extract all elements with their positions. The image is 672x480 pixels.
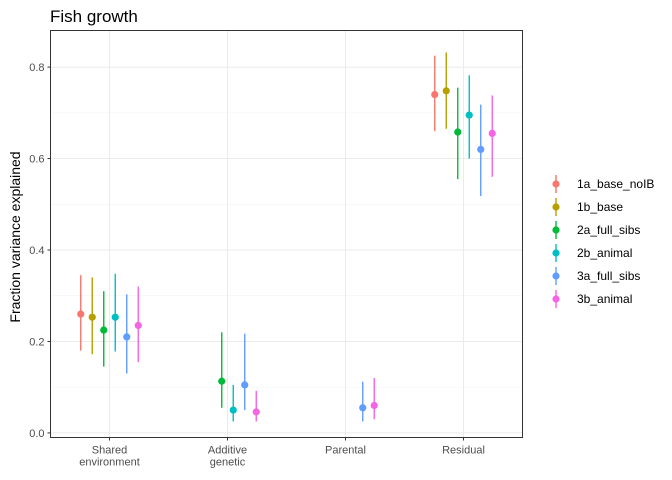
legend: 1a_base_noIB 1b_base 2a_full_sibs 2b_animal… [552,175,654,308]
data-point [123,333,131,341]
data-point [134,321,142,330]
data-point [370,401,378,410]
x-tick-label-line: environment [79,457,140,469]
legend-key-point [552,203,560,211]
x-tick-label-line: Additive [208,445,247,457]
legend-label: 2a_full_sibs [577,223,640,237]
legend-label: 3a_full_sibs [577,269,640,283]
y-tick-label: 0.2 [29,336,44,348]
legend-label: 2b_animal [577,246,632,260]
legend-label: 3b_animal [577,292,632,306]
legend-label: 1a_base_noIB [577,177,654,191]
x-tick-label-line: Parental [325,445,366,457]
x-tick-label-line: Residual [442,445,485,457]
x-tick-label: Additive genetic [208,445,247,469]
data-point [442,87,450,95]
axes: 0.0 0.2 0.4 0.6 0.8 Shared environment Additive… [29,62,485,468]
y-tick-label: 0.4 [29,245,44,257]
y-tick-label: 0.8 [29,62,44,74]
data-point [77,310,85,318]
data-layer [77,52,496,422]
x-tick-label: Shared environment [79,445,140,469]
y-axis-title: Fraction variance explained [7,151,23,322]
data-point [488,129,496,137]
data-point [229,406,237,414]
x-tick-label-line: Shared [92,445,127,457]
legend-label: 1b_base [577,200,623,214]
legend-key-point [552,180,560,188]
data-point [88,313,96,321]
legend-key-point [552,226,560,234]
legend-key-point [552,249,560,257]
chart-title: Fish growth [50,7,138,26]
legend-key-point [552,272,560,280]
x-tick-label: Residual [442,445,485,457]
data-point [465,111,473,119]
x-tick-label: Parental [325,445,366,457]
y-tick-label: 0.0 [29,428,44,440]
grid [50,30,523,438]
y-tick-label: 0.6 [29,154,44,166]
plot-panel-border [50,30,523,438]
data-point [241,381,249,389]
legend-key-point [552,295,560,303]
data-point [359,404,367,412]
data-point [431,90,439,99]
x-tick-label-line: genetic [210,457,246,469]
data-point [454,128,462,136]
data-point [477,145,485,153]
data-point [218,377,226,385]
data-point [111,313,119,321]
data-point [252,408,260,416]
data-point [100,326,108,334]
